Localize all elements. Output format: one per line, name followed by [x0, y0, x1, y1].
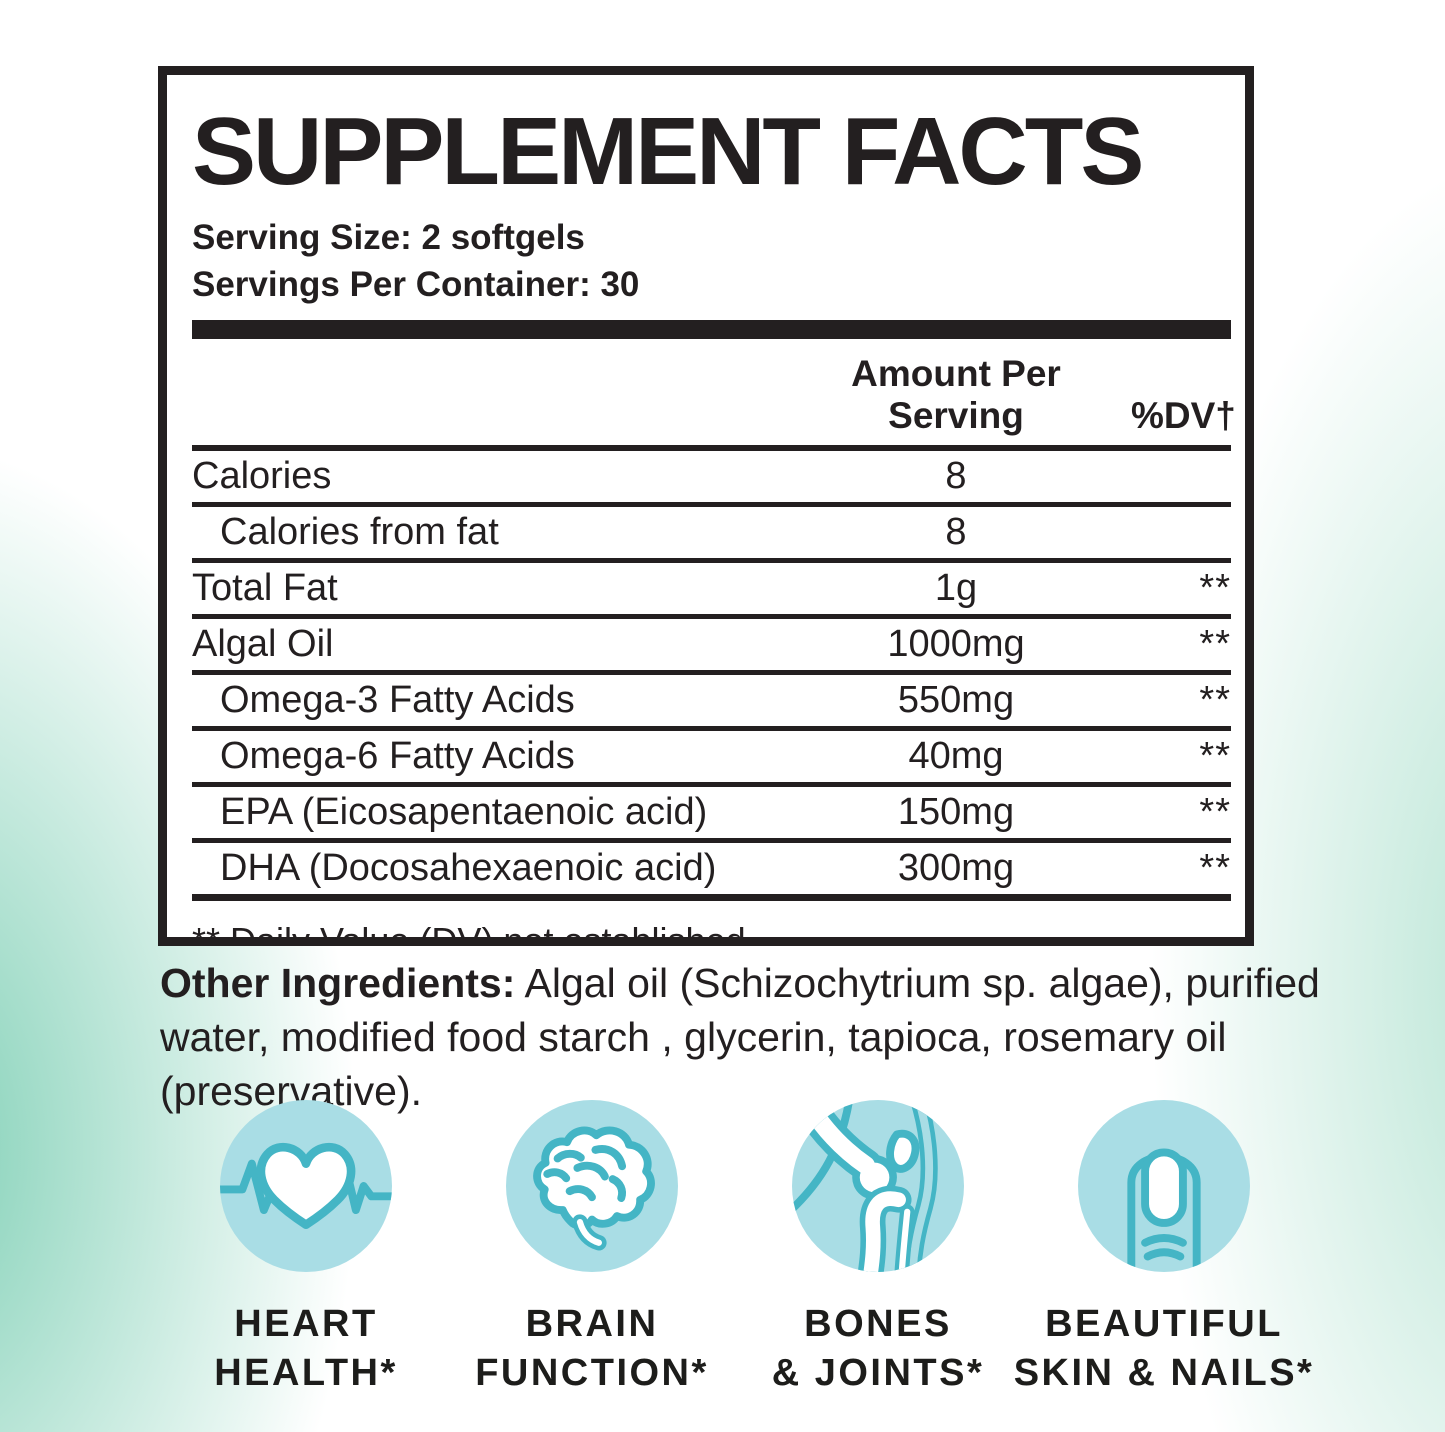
fingernail-icon [1078, 1100, 1250, 1272]
row-name: Total Fat [192, 566, 338, 609]
table-row-algal-oil: Algal Oil 1000mg ** [192, 619, 1231, 675]
row-name: EPA (Eicosapentaenoic acid) [220, 791, 708, 834]
table-row-epa: EPA (Eicosapentaenoic acid) 150mg ** [192, 787, 1231, 844]
row-name: Algal Oil [192, 622, 334, 665]
row-amount: 40mg [908, 735, 1004, 778]
other-ingredients-label: Other Ingredients: [160, 960, 516, 1006]
caption-line1: BRAIN [525, 1303, 659, 1345]
row-name: Calories [192, 454, 332, 497]
row-amount: 8 [945, 510, 967, 553]
benefit-skin-nails: BEAUTIFUL SKIN & NAILS* [1014, 1100, 1312, 1397]
caption-line1: HEART [234, 1303, 378, 1345]
table-row-total-fat: Total Fat 1g ** [192, 563, 1231, 619]
servings-per-container: Servings Per Container: 30 [192, 264, 640, 304]
serving-size: Serving Size: 2 softgels [192, 217, 585, 257]
knee-joint-icon [792, 1100, 964, 1272]
other-ingredients: Other Ingredients: Algal oil (Schizochyt… [160, 956, 1325, 1118]
row-dv: ** [1199, 791, 1231, 834]
benefit-caption: HEART HEALTH* [214, 1300, 398, 1397]
row-amount: 1000mg [887, 622, 1025, 665]
header-percent-dv: %DV† [1131, 394, 1236, 436]
header-underline [192, 444, 1231, 451]
panel-title: SUPPLEMENT FACTS [192, 98, 1144, 205]
benefit-brain-function: BRAIN FUNCTION* [451, 1100, 733, 1397]
row-dv: ** [1199, 735, 1231, 778]
table-row-omega3: Omega-3 Fatty Acids 550mg ** [192, 675, 1231, 732]
heart-ekg-icon [220, 1100, 392, 1272]
benefit-caption: BEAUTIFUL SKIN & NAILS* [1014, 1300, 1315, 1397]
row-amount: 8 [945, 454, 967, 497]
serving-info: Serving Size: 2 softgels Servings Per Co… [192, 215, 1231, 309]
header-amount-per-serving: Amount Per Serving [851, 352, 1061, 436]
divider-thick-bar [192, 319, 1231, 339]
row-name: DHA (Docosahexaenoic acid) [220, 847, 717, 890]
benefit-caption: BONES & JOINTS* [772, 1300, 985, 1397]
benefits-row: HEART HEALTH* [165, 1100, 1312, 1397]
row-dv: ** [1199, 679, 1231, 721]
row-amount: 550mg [897, 679, 1015, 721]
brain-icon [506, 1100, 678, 1272]
caption-line2: FUNCTION* [475, 1351, 709, 1394]
other-ingredients-text: Algal oil (Schizochytrium sp. algae), pu… [160, 960, 1320, 1115]
caption-line2: HEALTH* [214, 1351, 398, 1394]
caption-line2: & JOINTS* [771, 1351, 985, 1394]
caption-line2: SKIN & NAILS* [1013, 1351, 1315, 1394]
row-dv: ** [1199, 847, 1231, 890]
supplement-facts-panel: SUPPLEMENT FACTS Serving Size: 2 softgel… [158, 66, 1254, 946]
caption-line1: BONES [804, 1303, 952, 1345]
row-amount: 1g [934, 566, 978, 609]
benefit-heart-health: HEART HEALTH* [165, 1100, 447, 1397]
footnote-dv-not-established: ** Daily Value (DV) not established. [192, 920, 756, 946]
row-amount: 150mg [897, 791, 1015, 834]
benefit-caption: BRAIN FUNCTION* [475, 1300, 709, 1397]
benefit-bones-joints: BONES & JOINTS* [737, 1100, 1019, 1397]
footnotes: ** Daily Value (DV) not established. † P… [192, 901, 1231, 946]
table-row-dha: DHA (Docosahexaenoic acid) 300mg ** [192, 843, 1231, 902]
row-name: Omega-6 Fatty Acids [220, 735, 575, 778]
row-name: Omega-3 Fatty Acids [220, 679, 575, 721]
table-header: Amount Per Serving %DV† [192, 339, 1236, 445]
row-amount: 300mg [897, 847, 1015, 890]
row-name: Calories from fat [220, 510, 499, 553]
table-row-calories-from-fat: Calories from fat 8 [192, 507, 1231, 563]
row-dv: ** [1199, 566, 1231, 609]
table-row-calories: Calories 8 [192, 451, 1231, 507]
table-row-omega6: Omega-6 Fatty Acids 40mg ** [192, 731, 1231, 788]
row-dv: ** [1199, 622, 1231, 665]
caption-line1: BEAUTIFUL [1045, 1303, 1283, 1345]
